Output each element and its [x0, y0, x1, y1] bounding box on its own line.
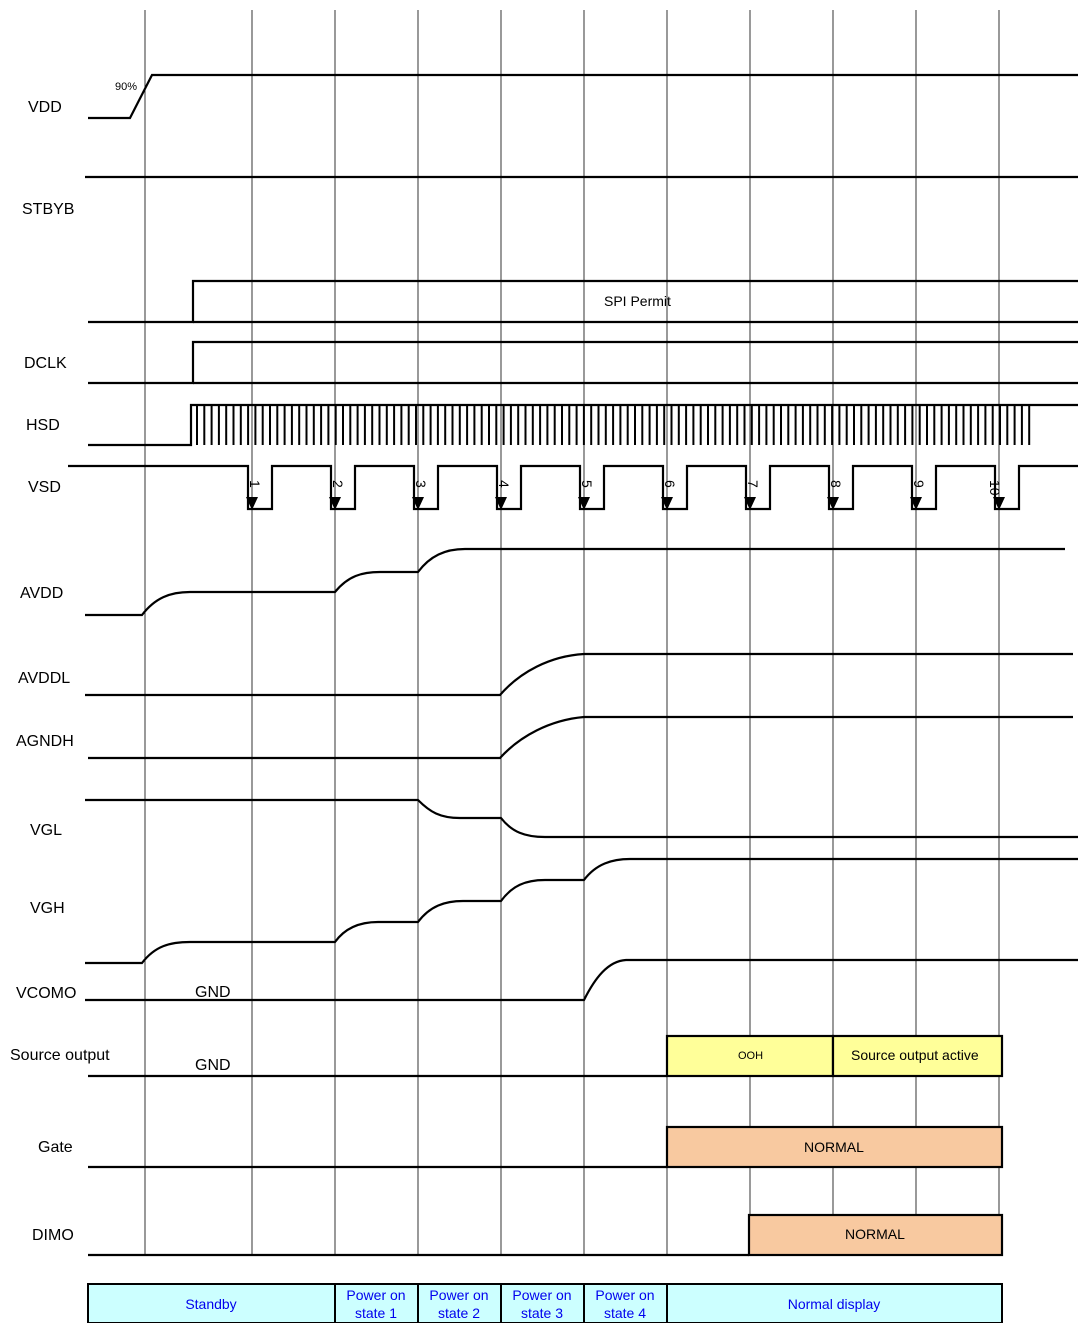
state-power-on-1-line1: Power on [346, 1287, 405, 1303]
source-active-box [831, 1034, 1004, 1078]
vsd-marker-7: 7 [744, 480, 761, 510]
vsd-marker-1: 1 [246, 480, 263, 510]
label-avdd: AVDD [20, 585, 63, 602]
state-power-on-2-line2: state 2 [438, 1305, 480, 1321]
svg-text:10: 10 [987, 480, 1003, 496]
wave-spi-permit [88, 279, 1078, 324]
label-avddl: AVDDL [18, 670, 70, 687]
vsd-marker-6: 6 [661, 480, 678, 510]
hsd-pulses [196, 405, 1031, 445]
vsd-markers: 1 2 3 4 5 6 7 8 9 10 [246, 480, 1005, 510]
vsd-marker-3: 3 [412, 480, 429, 510]
label-vgl: VGL [30, 822, 62, 839]
vsd-marker-9: 9 [910, 480, 927, 510]
gate-normal-box [665, 1125, 1004, 1169]
state-standby-label: Standby [185, 1296, 236, 1312]
label-vcomo: VCOMO [16, 985, 76, 1002]
wave-vgl [85, 798, 1078, 839]
state-power-on-3 [500, 1283, 585, 1323]
source-ooh-label: OOH [738, 1050, 763, 1062]
dimo-normal-box [747, 1213, 1004, 1257]
svg-text:7: 7 [745, 480, 761, 488]
label-vsd: VSD [28, 479, 61, 496]
spi-permit-label: SPI Permit [604, 293, 671, 309]
wave-vdd [88, 73, 1078, 120]
state-normal-display-label: Normal display [788, 1296, 881, 1312]
wave-avdd [85, 547, 1065, 617]
dimo-normal-label: NORMAL [845, 1226, 905, 1242]
source-ooh-box [665, 1034, 835, 1078]
svg-text:5: 5 [579, 480, 595, 488]
vsd-marker-8: 8 [827, 480, 844, 510]
state-standby [87, 1283, 336, 1323]
label-agndh: AGNDH [16, 733, 74, 750]
vsd-marker-10: 10 [987, 480, 1005, 510]
state-power-on-1 [334, 1283, 419, 1323]
svg-text:3: 3 [413, 480, 429, 488]
wave-agndh [88, 715, 1073, 760]
label-vdd: VDD [28, 99, 62, 116]
wave-dclk [88, 340, 1078, 385]
wave-vgh [85, 857, 1078, 965]
svg-text:9: 9 [911, 480, 927, 488]
label-stbyb: STBYB [22, 201, 74, 218]
state-power-on-3-line2: state 3 [521, 1305, 563, 1321]
gate-normal-label: NORMAL [804, 1139, 864, 1155]
vsd-marker-4: 4 [495, 480, 512, 510]
label-dimo: DIMO [32, 1227, 74, 1244]
vdd-threshold-label: 90% [115, 81, 137, 93]
state-bar: Standby Power on state 1 Power on state … [87, 1283, 1003, 1323]
state-power-on-1-line2: state 1 [355, 1305, 397, 1321]
source-active-label: Source output active [851, 1047, 979, 1063]
state-power-on-4-line2: state 4 [604, 1305, 646, 1321]
label-source-output: Source output [10, 1047, 110, 1064]
label-hsd: HSD [26, 417, 60, 434]
label-vgh: VGH [30, 900, 65, 917]
svg-text:2: 2 [330, 480, 346, 488]
state-normal-display [666, 1283, 1003, 1323]
wave-vcomo [85, 958, 1078, 1002]
source-gnd-label: GND [195, 1057, 231, 1074]
state-power-on-3-line1: Power on [512, 1287, 571, 1303]
svg-text:4: 4 [496, 480, 512, 488]
wave-avddl [85, 652, 1073, 697]
label-gate: Gate [38, 1139, 73, 1156]
vcomo-gnd-label: GND [195, 984, 231, 1001]
svg-text:6: 6 [662, 480, 678, 488]
label-dclk: DCLK [24, 355, 67, 372]
state-power-on-4-line1: Power on [595, 1287, 654, 1303]
vsd-marker-5: 5 [578, 480, 595, 510]
svg-text:8: 8 [828, 480, 844, 488]
state-power-on-2-line1: Power on [429, 1287, 488, 1303]
vsd-marker-2: 2 [329, 480, 346, 510]
svg-text:1: 1 [247, 480, 263, 488]
